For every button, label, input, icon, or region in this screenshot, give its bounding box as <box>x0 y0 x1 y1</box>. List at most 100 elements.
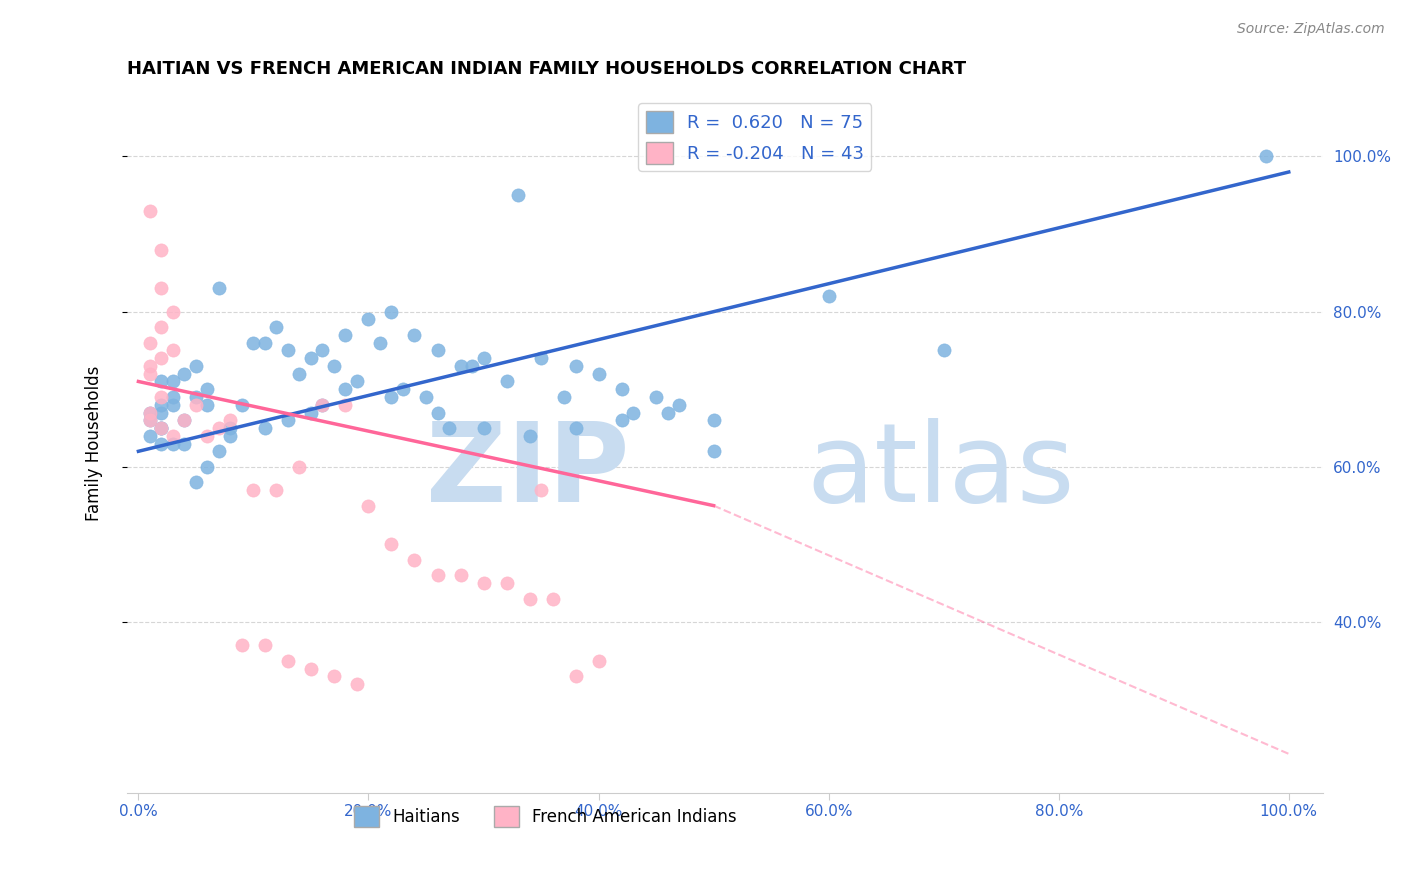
Point <box>335 398 357 412</box>
Point <box>139 203 162 218</box>
Point <box>197 382 219 396</box>
Point <box>208 281 231 295</box>
Point <box>564 669 586 683</box>
Point <box>139 429 162 443</box>
Point <box>380 390 402 404</box>
Text: Source: ZipAtlas.com: Source: ZipAtlas.com <box>1237 22 1385 37</box>
Point <box>288 459 311 474</box>
Point <box>242 335 264 350</box>
Point <box>323 359 346 373</box>
Point <box>621 405 644 419</box>
Point <box>1254 149 1277 163</box>
Point <box>266 483 288 497</box>
Point <box>519 591 541 606</box>
Point <box>139 335 162 350</box>
Point <box>311 398 333 412</box>
Point <box>564 421 586 435</box>
Point <box>150 421 173 435</box>
Point <box>219 429 242 443</box>
Point <box>450 359 472 373</box>
Text: atlas: atlas <box>806 418 1074 525</box>
Point <box>150 243 173 257</box>
Point <box>162 390 184 404</box>
Point <box>472 351 495 366</box>
Point <box>253 638 276 652</box>
Point <box>610 413 633 427</box>
Point <box>139 359 162 373</box>
Legend: Haitians, French American Indians: Haitians, French American Indians <box>347 799 744 833</box>
Point <box>219 421 242 435</box>
Point <box>162 429 184 443</box>
Point <box>519 429 541 443</box>
Point <box>139 405 162 419</box>
Point <box>208 421 231 435</box>
Point <box>588 367 610 381</box>
Point <box>299 351 322 366</box>
Point <box>426 405 449 419</box>
Point <box>703 413 725 427</box>
Point <box>495 375 517 389</box>
Point <box>357 499 380 513</box>
Point <box>564 359 586 373</box>
Point <box>335 327 357 342</box>
Point <box>150 398 173 412</box>
Point <box>472 576 495 591</box>
Point <box>437 421 460 435</box>
Point <box>162 304 184 318</box>
Point <box>311 343 333 358</box>
Point <box>173 367 195 381</box>
Point <box>173 436 195 450</box>
Point <box>150 421 173 435</box>
Point <box>231 398 253 412</box>
Text: HAITIAN VS FRENCH AMERICAN INDIAN FAMILY HOUSEHOLDS CORRELATION CHART: HAITIAN VS FRENCH AMERICAN INDIAN FAMILY… <box>127 60 966 78</box>
Point <box>139 413 162 427</box>
Point <box>253 421 276 435</box>
Point <box>150 421 173 435</box>
Point <box>162 343 184 358</box>
Point <box>450 568 472 582</box>
Point <box>426 568 449 582</box>
Point <box>242 483 264 497</box>
Point <box>299 661 322 675</box>
Point <box>253 335 276 350</box>
Point <box>277 654 299 668</box>
Point <box>150 351 173 366</box>
Point <box>610 382 633 396</box>
Point <box>150 436 173 450</box>
Point <box>380 537 402 551</box>
Point <box>139 405 162 419</box>
Point <box>162 375 184 389</box>
Point <box>404 327 426 342</box>
Point <box>323 669 346 683</box>
Point <box>506 188 529 202</box>
Point <box>932 343 955 358</box>
Point <box>817 289 839 303</box>
Point <box>541 591 564 606</box>
Point <box>162 436 184 450</box>
Point <box>162 398 184 412</box>
Point <box>197 429 219 443</box>
Point <box>645 390 668 404</box>
Point <box>530 351 553 366</box>
Point <box>208 444 231 458</box>
Point <box>288 367 311 381</box>
Point <box>184 398 207 412</box>
Point <box>266 320 288 334</box>
Point <box>415 390 437 404</box>
Point <box>139 413 162 427</box>
Point <box>173 413 195 427</box>
Point <box>231 638 253 652</box>
Point <box>184 359 207 373</box>
Point <box>461 359 484 373</box>
Point <box>668 398 690 412</box>
Point <box>150 281 173 295</box>
Point <box>311 398 333 412</box>
Point <box>277 343 299 358</box>
Point <box>346 375 368 389</box>
Point <box>553 390 575 404</box>
Point <box>404 553 426 567</box>
Point <box>150 405 173 419</box>
Point <box>299 405 322 419</box>
Text: ZIP: ZIP <box>426 418 630 525</box>
Point <box>357 312 380 326</box>
